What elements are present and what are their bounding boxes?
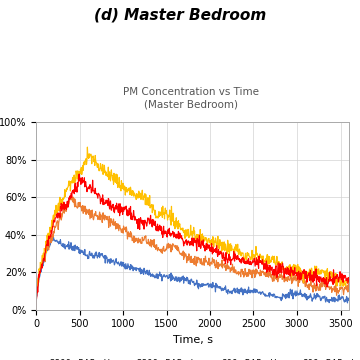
2800+RAP@L bbox=[240, 271, 245, 275]
2800+RAP@H bbox=[240, 287, 245, 292]
Text: (d) Master Bedroom: (d) Master Bedroom bbox=[94, 7, 266, 22]
800+RAP@L bbox=[347, 279, 351, 283]
2800+RAP@H bbox=[231, 288, 235, 292]
800+RAP@L bbox=[72, 188, 76, 192]
2800+RAP@H bbox=[34, 304, 38, 309]
800+RAP@H bbox=[240, 251, 245, 256]
2800+RAP@H bbox=[121, 264, 125, 268]
800+RAP@H bbox=[121, 183, 125, 188]
800+RAP@L bbox=[104, 198, 108, 202]
800+RAP@H bbox=[40, 262, 44, 267]
800+RAP@H bbox=[104, 170, 108, 174]
X-axis label: Time, s: Time, s bbox=[172, 335, 213, 345]
Legend: 2800+RAP@H, 2800+RAP@L, 800+RAP@H, 800+RAP@L: 2800+RAP@H, 2800+RAP@L, 800+RAP@H, 800+R… bbox=[25, 355, 360, 360]
800+RAP@H bbox=[231, 249, 235, 253]
800+RAP@L bbox=[77, 172, 81, 176]
Text: PM Concentration vs Time
(Master Bedroom): PM Concentration vs Time (Master Bedroom… bbox=[123, 87, 259, 110]
2800+RAP@L bbox=[231, 270, 235, 275]
2800+RAP@L bbox=[72, 202, 76, 206]
2800+RAP@H bbox=[72, 244, 76, 248]
2800+RAP@H bbox=[347, 298, 351, 302]
Line: 800+RAP@L: 800+RAP@L bbox=[36, 174, 349, 310]
Line: 800+RAP@H: 800+RAP@H bbox=[36, 147, 349, 310]
800+RAP@L bbox=[34, 307, 38, 312]
800+RAP@H bbox=[85, 145, 90, 149]
2800+RAP@L bbox=[104, 217, 108, 222]
800+RAP@H bbox=[72, 173, 76, 177]
800+RAP@L bbox=[240, 257, 245, 261]
2800+RAP@L bbox=[347, 282, 351, 286]
800+RAP@H bbox=[34, 307, 38, 312]
800+RAP@L bbox=[40, 262, 44, 266]
2800+RAP@L bbox=[121, 228, 125, 232]
Line: 2800+RAP@H: 2800+RAP@H bbox=[36, 237, 349, 306]
2800+RAP@H bbox=[104, 256, 108, 260]
2800+RAP@L bbox=[34, 302, 38, 307]
2800+RAP@H bbox=[51, 235, 55, 239]
Line: 2800+RAP@L: 2800+RAP@L bbox=[36, 197, 349, 305]
800+RAP@L bbox=[121, 212, 125, 217]
2800+RAP@L bbox=[40, 264, 44, 268]
2800+RAP@L bbox=[71, 195, 75, 199]
2800+RAP@H bbox=[40, 264, 44, 269]
800+RAP@L bbox=[231, 256, 235, 260]
800+RAP@H bbox=[347, 276, 351, 280]
